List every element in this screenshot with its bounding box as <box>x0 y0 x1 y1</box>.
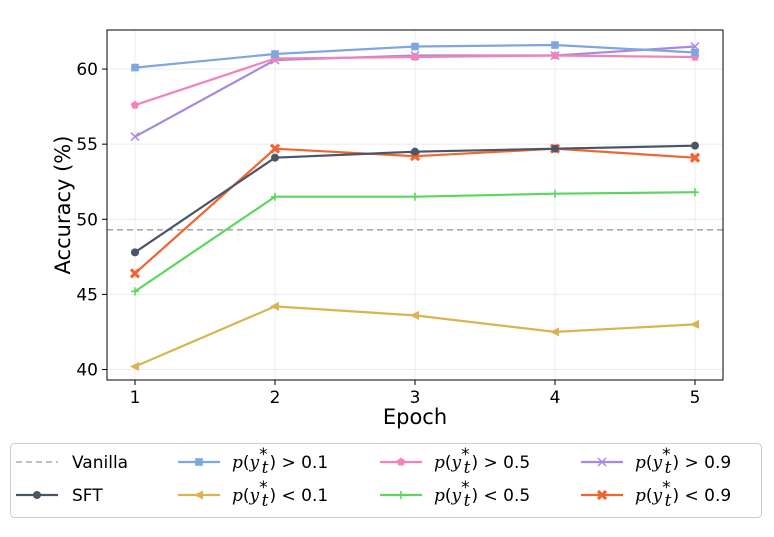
legend-label: Vanilla <box>72 453 128 473</box>
legend-item: Vanilla <box>16 453 128 473</box>
data-point <box>129 268 141 279</box>
data-point <box>691 48 699 57</box>
legend-marker <box>597 457 607 467</box>
legend-label: SFT <box>72 486 103 506</box>
data-point <box>130 100 140 109</box>
y-tick-label: 60 <box>76 60 98 80</box>
data-point <box>691 188 699 197</box>
x-tick-label: 4 <box>550 388 561 408</box>
legend-item: p(y*t) > 0.9p(y* t) > 0.9 <box>581 445 731 478</box>
data-point <box>411 192 419 201</box>
data-point <box>130 132 140 142</box>
series-2 <box>131 41 699 72</box>
data-point <box>550 327 559 337</box>
data-point <box>410 310 419 320</box>
data-point <box>131 63 139 72</box>
data-point <box>131 248 139 257</box>
legend-item: p(y*t) < 0.5p(y* t) < 0.5 <box>380 478 530 511</box>
data-point <box>550 51 560 60</box>
series-4 <box>130 51 700 109</box>
x-tick-label: 2 <box>270 388 281 408</box>
series-3 <box>131 188 699 296</box>
legend-marker <box>397 491 405 499</box>
data-point <box>271 50 279 58</box>
legend-marker <box>195 458 203 466</box>
grid <box>107 30 723 380</box>
legend-item: p(y*t) < 0.1p(y* t) < 0.1 <box>178 478 328 511</box>
x-tick-label: 3 <box>410 388 421 408</box>
data-point <box>551 144 559 153</box>
series-layer <box>129 41 701 371</box>
data-point <box>131 287 139 296</box>
legend-label: p(y*t) < 0.9p(y* t) < 0.9 <box>635 478 731 511</box>
legend-marker <box>596 489 608 501</box>
legend-label: p(y*t) < 0.1p(y* t) < 0.1 <box>232 478 328 511</box>
series-1 <box>130 301 699 371</box>
data-point <box>130 361 139 371</box>
data-point <box>411 42 419 51</box>
x-tick-label: 5 <box>690 388 701 408</box>
x-axis-label: Epoch <box>383 405 447 429</box>
legend-item: p(y*t) < 0.9p(y* t) < 0.9 <box>581 478 731 511</box>
data-point <box>410 52 420 61</box>
y-tick-label: 50 <box>76 210 98 230</box>
y-tick-label: 55 <box>76 135 98 155</box>
data-point <box>551 41 559 49</box>
data-point <box>271 153 279 162</box>
legend-marker <box>33 491 41 499</box>
series-0 <box>131 141 699 257</box>
legend-item: p(y*t) > 0.5p(y* t) > 0.5 <box>380 445 530 478</box>
legend-label: p(y*t) > 0.9p(y* t) > 0.9 <box>635 445 731 478</box>
x-tick-label: 1 <box>130 388 141 408</box>
data-point <box>551 189 559 198</box>
legend-item: p(y*t) > 0.1p(y* t) > 0.1 <box>178 445 328 478</box>
legend-marker <box>396 457 406 466</box>
data-point <box>271 192 279 201</box>
data-point <box>690 319 699 329</box>
data-point <box>689 152 701 163</box>
data-point <box>691 141 699 150</box>
y-tick-label: 40 <box>76 360 98 380</box>
data-point <box>270 301 279 311</box>
y-axis-label: Accuracy (%) <box>51 136 75 275</box>
legend-item: SFT <box>16 486 103 506</box>
legend-label: p(y*t) > 0.5p(y* t) > 0.5 <box>434 445 530 478</box>
legend-marker <box>194 490 203 500</box>
legend-label: p(y*t) < 0.5p(y* t) < 0.5 <box>434 478 530 511</box>
data-point <box>269 143 281 154</box>
legend-label: p(y*t) > 0.1p(y* t) > 0.1 <box>232 445 328 478</box>
y-tick-label: 45 <box>76 285 98 305</box>
data-point <box>411 147 419 156</box>
